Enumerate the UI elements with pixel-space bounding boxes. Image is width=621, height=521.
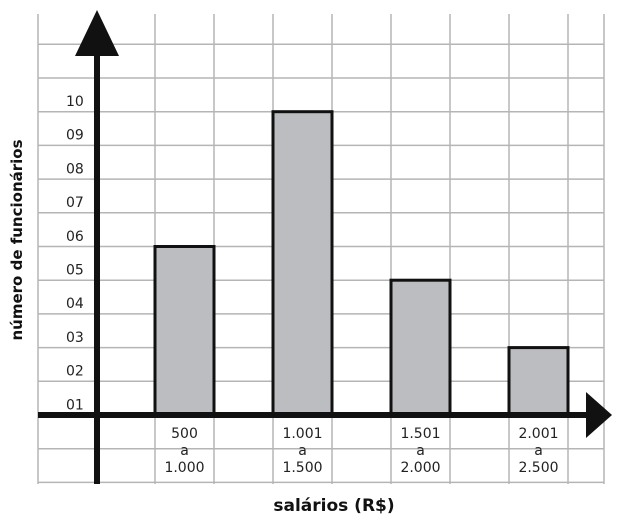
x-tick-label: a [298,443,307,459]
axes-group [38,10,612,484]
x-tick-label: a [534,443,543,459]
y-tick-label: 03 [66,330,84,346]
y-axis-arrowhead [75,10,119,56]
x-axis-label: salários (R$) [273,496,394,516]
y-tick-label: 04 [66,296,84,312]
bars-group [153,110,570,417]
bar [271,110,334,417]
bar [389,278,452,417]
y-tick-label: 01 [66,397,84,413]
x-tick-label: a [416,443,425,459]
y-tick-label: 05 [66,263,84,279]
x-tick-label: 1.001 [282,426,322,442]
x-tick-label: 500 [171,426,198,442]
x-axis-arrowhead [586,392,612,438]
y-axis-label: número de funcionários [8,139,26,340]
y-tick-label: 08 [66,161,84,177]
y-tick-label: 07 [66,195,84,211]
x-tick-label: a [180,443,189,459]
x-tick-label: 2.001 [518,426,558,442]
x-tick-label: 1.500 [282,460,322,476]
x-tick-labels: 500a1.0001.001a1.5001.501a2.0002.001a2.5… [164,426,558,476]
y-tick-labels: 01 02 03 04 05 06 07 08 09 10 [66,94,84,413]
bar [153,245,216,417]
x-tick-label: 1.501 [400,426,440,442]
x-tick-label: 2.500 [518,460,558,476]
x-tick-label: 1.000 [164,460,204,476]
y-tick-label: 06 [66,229,84,245]
bar [507,346,570,417]
y-tick-label: 10 [66,94,84,110]
y-tick-label: 02 [66,364,84,380]
y-tick-label: 09 [66,128,84,144]
x-tick-label: 2.000 [400,460,440,476]
